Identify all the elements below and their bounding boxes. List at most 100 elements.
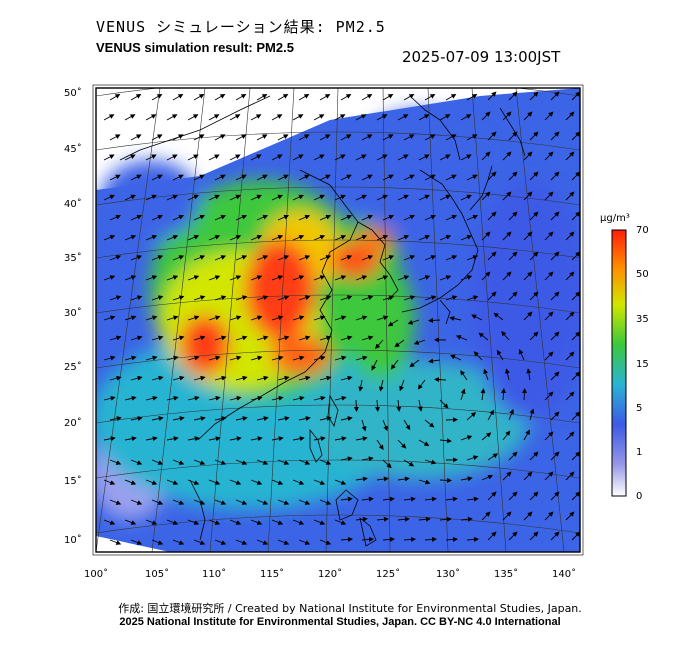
wind-arrow xyxy=(544,471,554,481)
wind-arrow xyxy=(109,93,121,101)
wind-arrow xyxy=(271,315,284,321)
wind-arrow xyxy=(496,349,504,361)
wind-arrow xyxy=(172,416,185,421)
wind-arrow xyxy=(130,539,143,545)
wind-arrow xyxy=(481,111,491,121)
wind-arrow xyxy=(172,255,185,261)
wind-arrow xyxy=(424,255,437,261)
wind-arrow xyxy=(571,251,580,261)
wind-arrow xyxy=(229,479,242,485)
wind-arrow xyxy=(277,499,290,505)
wind-arrow xyxy=(445,536,458,542)
lon-tick-label: 100˚ xyxy=(84,568,108,580)
footer-license: 2025 National Institute for Environmenta… xyxy=(119,616,561,628)
wind-arrow xyxy=(145,194,157,201)
wind-arrow xyxy=(550,211,560,221)
wind-arrow xyxy=(439,438,452,444)
wind-arrow xyxy=(256,459,269,465)
wind-arrow xyxy=(434,377,447,383)
wind-arrow xyxy=(529,491,539,501)
wind-arrow xyxy=(193,295,206,301)
wind-arrow xyxy=(508,211,518,221)
lat-tick-label: 20˚ xyxy=(64,417,82,429)
wind-arrow xyxy=(229,114,241,121)
wind-arrow xyxy=(319,255,332,261)
wind-arrow xyxy=(151,499,164,505)
wind-arrow xyxy=(361,93,373,101)
wind-arrow xyxy=(145,395,158,401)
wind-arrow xyxy=(271,154,283,161)
wind-arrow xyxy=(382,93,394,101)
wind-arrow xyxy=(508,291,518,301)
wind-arrow xyxy=(529,171,539,181)
wind-arrow xyxy=(466,536,479,542)
wind-arrow xyxy=(340,536,353,542)
wind-arrow xyxy=(172,174,184,181)
wind-arrow xyxy=(229,355,242,361)
wind-arrow xyxy=(250,315,263,321)
wind-arrow xyxy=(439,235,452,241)
wind-arrow xyxy=(208,355,221,361)
wind-arrow xyxy=(439,275,452,281)
wind-arrow xyxy=(298,375,311,381)
wind-arrow xyxy=(340,93,352,101)
wind-arrow xyxy=(292,315,305,321)
wind-arrow xyxy=(382,134,394,141)
wind-arrow xyxy=(466,214,479,221)
wind-arrow xyxy=(187,315,200,321)
colorbar-tick-label: 15 xyxy=(636,359,649,370)
wind-arrow xyxy=(334,194,346,201)
wind-arrow xyxy=(529,331,539,341)
colorbar: μg/m³ 70 50 35 15 5 1 0 xyxy=(600,213,649,502)
wind-arrow xyxy=(544,231,554,241)
lon-tick-label: 140˚ xyxy=(552,568,576,580)
wind-arrow xyxy=(418,194,430,201)
wind-arrow xyxy=(298,416,311,421)
wind-arrow xyxy=(256,375,269,381)
wind-arrow xyxy=(466,455,479,461)
wind-arrow xyxy=(151,375,164,381)
wind-arrow xyxy=(208,194,220,201)
wind-arrow xyxy=(103,519,116,525)
wind-arrow xyxy=(292,235,305,241)
wind-arrow xyxy=(151,416,164,421)
wind-arrow xyxy=(445,295,458,301)
wind-arrow xyxy=(229,154,241,161)
wind-arrow xyxy=(313,114,325,121)
wind-arrow xyxy=(250,194,262,201)
wind-arrow xyxy=(565,391,575,401)
wind-arrow xyxy=(445,93,457,101)
wind-arrow xyxy=(319,93,331,101)
wind-arrow xyxy=(445,214,458,221)
wind-arrow xyxy=(235,93,247,101)
wind-arrow xyxy=(298,255,311,261)
wind-arrow xyxy=(418,439,430,447)
wind-arrow xyxy=(424,214,437,221)
wind-arrow xyxy=(151,255,164,261)
wind-arrow xyxy=(256,539,269,545)
wind-arrow xyxy=(208,519,221,525)
wind-arrow xyxy=(418,275,431,281)
wind-arrow xyxy=(376,235,389,241)
wind-arrow xyxy=(508,491,518,501)
wind-arrow xyxy=(214,134,226,141)
wind-arrow xyxy=(319,459,332,465)
wind-arrow xyxy=(487,409,495,421)
wind-arrow xyxy=(172,375,185,381)
wind-arrow xyxy=(235,335,248,341)
wind-arrow xyxy=(460,275,473,281)
wind-arrow xyxy=(208,114,220,121)
wind-arrow xyxy=(466,134,478,141)
wind-arrow xyxy=(130,335,143,341)
wind-arrow xyxy=(353,399,359,412)
wind-arrow xyxy=(355,275,368,281)
wind-arrow xyxy=(460,388,466,401)
wind-arrow xyxy=(166,355,179,361)
wind-arrow xyxy=(502,151,512,161)
wind-arrow xyxy=(124,355,137,361)
wind-arrow xyxy=(313,275,326,281)
wind-arrow xyxy=(460,516,473,522)
wind-arrow xyxy=(151,459,164,465)
wind-arrow xyxy=(460,154,472,161)
wind-arrow xyxy=(565,511,575,521)
